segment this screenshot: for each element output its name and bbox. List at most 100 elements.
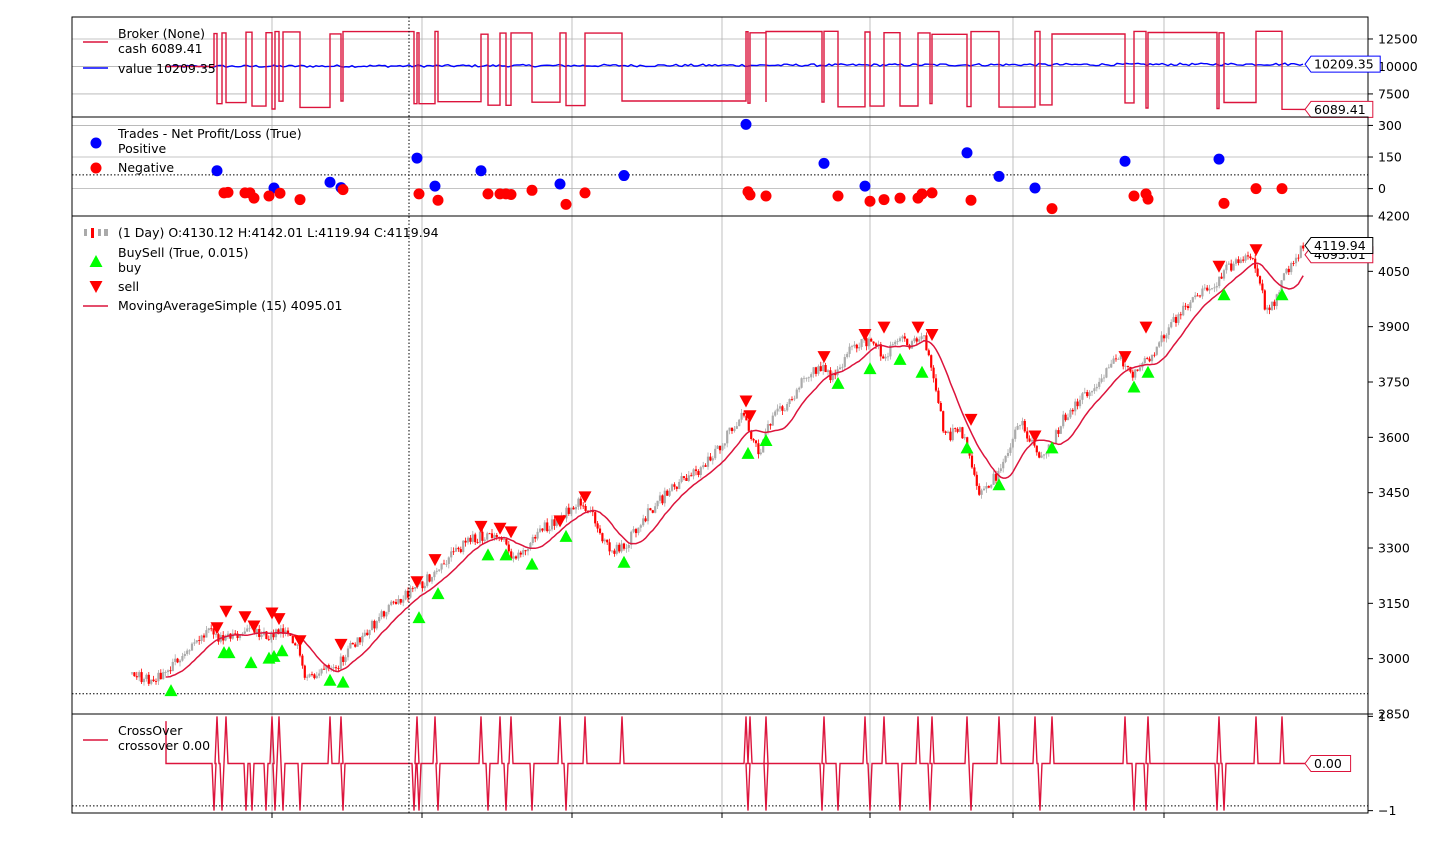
candle-body <box>838 367 842 370</box>
candle-body <box>910 341 914 349</box>
candle-body <box>354 644 357 647</box>
trade-positive-marker <box>1029 182 1041 194</box>
candle-body <box>872 341 875 344</box>
candle-body <box>512 556 515 559</box>
legend-title: Broker (None) <box>118 26 205 41</box>
candle-body <box>464 540 467 543</box>
candle-body <box>483 539 486 541</box>
trade-negative-marker <box>1218 197 1230 209</box>
candle-body <box>1249 256 1252 259</box>
candle-body <box>195 640 198 643</box>
trade-positive-marker <box>618 170 630 182</box>
last-value-tag <box>1304 55 1381 73</box>
legend-label: sell <box>118 279 139 294</box>
candle-body <box>1136 369 1139 371</box>
candle-body <box>1035 445 1038 453</box>
candle-body <box>567 507 570 514</box>
candle-body <box>1038 452 1041 458</box>
candle-body <box>1256 268 1259 277</box>
legend-label: (1 Day) O:4130.12 H:4142.01 L:4119.94 C:… <box>118 225 439 240</box>
candle-body <box>1122 355 1125 367</box>
candle-body <box>368 630 371 636</box>
broker-series <box>165 30 1306 111</box>
candle-body <box>884 356 887 359</box>
trade-positive-marker <box>324 176 336 188</box>
crossover-line <box>165 716 1305 811</box>
candle-body <box>495 535 498 537</box>
trade-negative-marker <box>579 187 591 199</box>
candle-body <box>186 650 189 654</box>
y-tick-label: 12500 <box>1378 31 1418 46</box>
candle-body <box>181 656 184 661</box>
candle-body <box>150 679 153 684</box>
candle-body <box>303 665 306 678</box>
candle-body <box>1153 354 1156 356</box>
candle-body <box>1170 322 1173 328</box>
legend-title: CrossOver <box>118 723 183 738</box>
candle-body <box>704 465 707 467</box>
candle-body <box>692 469 695 477</box>
candle-body <box>733 428 736 432</box>
candle-body <box>774 411 777 416</box>
candle-body <box>366 632 369 636</box>
broker-grid <box>72 17 1368 117</box>
candle-body <box>267 638 270 640</box>
candle-body <box>834 373 837 376</box>
legend-label: MovingAverageSimple (15) 4095.01 <box>118 298 342 313</box>
candle-body <box>402 599 405 603</box>
candle-body <box>577 498 580 507</box>
candle-body <box>505 538 508 545</box>
trade-positive-marker <box>1119 155 1131 167</box>
y-tick-label: 2850 <box>1378 707 1410 722</box>
candle-body <box>193 642 196 644</box>
candle-body <box>474 534 477 543</box>
candle-body <box>831 373 834 381</box>
candle-body <box>1100 378 1103 382</box>
candle-body <box>1294 257 1298 264</box>
candle-body <box>800 378 803 388</box>
candle-body <box>946 431 950 433</box>
candle-body <box>1062 414 1065 427</box>
candle-body <box>1081 393 1084 400</box>
candle-body <box>1066 417 1070 421</box>
candle-body <box>133 672 136 677</box>
trade-negative-marker <box>760 190 772 202</box>
candle-body <box>502 538 506 540</box>
candle-body <box>819 366 822 372</box>
trades-legend: Trades - Net Profit/Loss (True)Positive N… <box>90 126 302 175</box>
candle-body <box>1172 317 1175 323</box>
candle-body <box>678 481 681 489</box>
candle-body <box>145 674 148 680</box>
candle-body <box>649 508 652 511</box>
legend-label: Negative <box>118 160 174 175</box>
candle-body <box>824 365 827 373</box>
candle-body <box>634 529 638 534</box>
candle-body <box>1268 307 1271 311</box>
candle-body <box>481 531 484 541</box>
legend-marker-swatch <box>90 137 102 149</box>
candle-body <box>1179 314 1182 316</box>
candle-body <box>1040 455 1043 458</box>
trade-negative-marker <box>1128 190 1140 202</box>
candle-body <box>169 670 172 672</box>
candle-body <box>1290 263 1293 273</box>
candle-body <box>944 431 947 433</box>
candle-body <box>1076 401 1079 407</box>
y-tick-label: 10000 <box>1378 59 1418 74</box>
candle-body <box>759 452 762 455</box>
candle-body <box>313 674 316 679</box>
candle-body <box>301 655 304 666</box>
candle-body <box>428 574 431 582</box>
candle-body <box>1088 392 1091 397</box>
candle-body <box>1206 287 1209 291</box>
candle-body <box>1071 409 1074 412</box>
candle-body <box>1155 346 1158 355</box>
trades-markers <box>72 118 1368 215</box>
crossover-series <box>72 716 1368 811</box>
candle-body <box>282 628 285 634</box>
candle-body <box>524 550 527 552</box>
candle-body <box>973 467 976 475</box>
candle-body <box>210 628 213 630</box>
candle-body <box>656 500 659 507</box>
price-legend: (1 Day) O:4130.12 H:4142.01 L:4119.94 C:… <box>83 225 439 313</box>
